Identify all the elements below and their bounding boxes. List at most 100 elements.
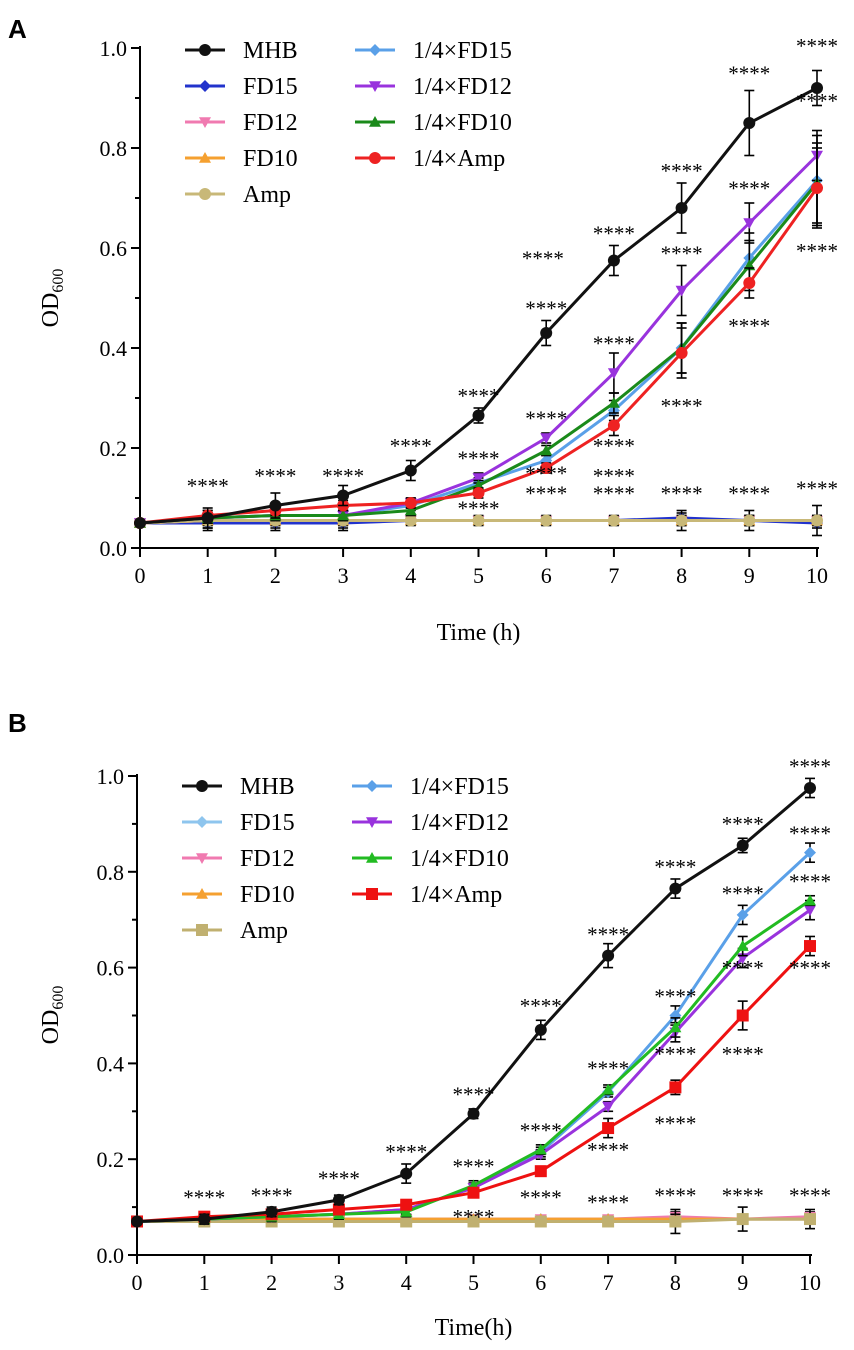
significance-stars: **** xyxy=(654,1111,696,1135)
legend-swatch-marker xyxy=(366,817,378,828)
y-tick-label: 0.8 xyxy=(100,136,128,161)
significance-stars: **** xyxy=(796,239,838,263)
significance-stars: **** xyxy=(654,985,696,1009)
x-tick-label: 7 xyxy=(608,563,619,588)
significance-stars: **** xyxy=(187,474,229,498)
data-point xyxy=(134,517,146,529)
legend-label: 1/4×FD15 xyxy=(413,38,512,64)
significance-stars: **** xyxy=(593,482,635,506)
data-point xyxy=(675,285,688,297)
significance-stars: **** xyxy=(593,222,635,246)
y-axis-title-subscript: 600 xyxy=(50,269,67,293)
x-tick-label: 4 xyxy=(401,1270,412,1295)
data-point xyxy=(540,514,553,527)
data-point xyxy=(400,1167,413,1180)
data-point xyxy=(269,499,282,512)
data-point xyxy=(675,347,688,359)
series-quarter-amp xyxy=(134,147,823,529)
legend-label: 1/4×FD12 xyxy=(413,74,512,100)
significance-stars: **** xyxy=(728,62,770,86)
legend-label: 1/4×FD12 xyxy=(410,810,509,836)
significance-stars: **** xyxy=(654,855,696,879)
legend-swatch-marker xyxy=(199,117,211,128)
x-tick-label: 6 xyxy=(535,1270,546,1295)
data-point xyxy=(743,117,756,129)
data-point xyxy=(467,1215,480,1228)
significance-stars: **** xyxy=(183,1186,225,1210)
y-axis-title-main: OD xyxy=(38,1010,64,1045)
legend-swatch-marker xyxy=(196,816,208,828)
legend-label: Amp xyxy=(243,182,291,208)
data-point xyxy=(804,905,816,917)
x-tick-label: 0 xyxy=(135,563,146,588)
legend-label: MHB xyxy=(240,774,295,800)
significance-stars: **** xyxy=(728,177,770,201)
significance-stars: **** xyxy=(661,482,703,506)
series-mhb xyxy=(134,69,823,529)
chart-panel-b: B 0.0 0.2 0.4 0.6 0.8 1.0 0 1 2 3 4 5 6 7 8 9 10 Time(h) OD… xyxy=(8,708,831,1341)
data-point xyxy=(607,514,620,527)
legend-label: FD15 xyxy=(243,74,298,100)
data-point xyxy=(607,368,620,379)
data-point xyxy=(332,1203,345,1216)
legend-label: 1/4×FD10 xyxy=(413,110,512,136)
data-point xyxy=(736,839,749,852)
data-point xyxy=(804,894,816,906)
significance-stars: **** xyxy=(722,882,764,906)
significance-stars: **** xyxy=(322,464,364,488)
significance-stars: **** xyxy=(525,407,567,431)
significance-stars: **** xyxy=(587,1190,629,1214)
data-point xyxy=(198,1213,211,1226)
legend-swatch-marker xyxy=(369,81,381,92)
significance-stars: **** xyxy=(453,1083,495,1107)
data-point xyxy=(602,1122,615,1135)
data-point xyxy=(404,504,417,516)
significance-stars: **** xyxy=(661,242,703,266)
significance-stars: **** xyxy=(796,477,838,501)
data-point xyxy=(811,82,823,94)
data-point xyxy=(337,489,350,502)
significance-stars: **** xyxy=(251,1183,293,1207)
significance-stars: **** xyxy=(789,755,831,779)
significance-stars: **** xyxy=(789,956,831,980)
data-point xyxy=(404,514,417,527)
x-tick-label: 3 xyxy=(333,1270,344,1295)
significance-stars: **** xyxy=(385,1140,427,1164)
data-point xyxy=(602,1101,615,1113)
data-point xyxy=(602,1083,615,1095)
x-tick-label: 9 xyxy=(744,563,755,588)
data-point xyxy=(669,1081,682,1094)
legend-swatch-marker xyxy=(196,780,208,792)
data-point xyxy=(534,1023,547,1036)
legend-swatch-marker xyxy=(369,44,381,56)
significance-stars: **** xyxy=(654,1183,696,1207)
significance-stars: **** xyxy=(520,1186,562,1210)
significance-stars: **** xyxy=(796,89,838,113)
data-point xyxy=(743,218,756,229)
x-tick-label: 10 xyxy=(799,1270,821,1295)
data-point xyxy=(400,1215,413,1228)
data-point xyxy=(736,908,749,921)
data-point xyxy=(467,1107,480,1120)
significance-stars: **** xyxy=(390,434,432,458)
data-point xyxy=(404,464,417,477)
x-tick-label: 5 xyxy=(468,1270,479,1295)
significance-stars: **** xyxy=(661,394,703,418)
y-tick-label: 0.2 xyxy=(97,1147,125,1172)
y-axis-title: OD600 xyxy=(38,269,67,328)
significance-stars: **** xyxy=(722,956,764,980)
data-point xyxy=(669,1021,682,1033)
data-point xyxy=(736,1009,749,1022)
data-point xyxy=(400,1205,413,1217)
y-tick-label: 0.8 xyxy=(97,860,125,885)
significance-stars: **** xyxy=(453,1155,495,1179)
significance-stars: **** xyxy=(587,1138,629,1162)
y-axis-title-main: OD xyxy=(38,293,64,328)
legend-label: Amp xyxy=(240,918,288,944)
data-point xyxy=(804,846,816,859)
x-axis-title: Time (h) xyxy=(437,620,521,646)
y-tick-label: 0.0 xyxy=(97,1243,125,1268)
data-point xyxy=(811,182,823,194)
y-tick-label: 0.4 xyxy=(97,1051,125,1076)
legend-label: 1/4×Amp xyxy=(410,882,502,908)
